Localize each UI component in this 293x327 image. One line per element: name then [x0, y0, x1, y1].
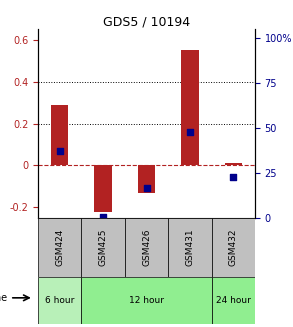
Bar	[94, 165, 112, 212]
Text: GSM432: GSM432	[229, 229, 238, 266]
Point	[144, 185, 149, 191]
Bar	[212, 218, 255, 277]
Point	[188, 129, 192, 134]
Bar	[125, 218, 168, 277]
Bar	[38, 277, 81, 324]
Bar	[138, 165, 155, 193]
Text: GSM424: GSM424	[55, 229, 64, 266]
Text: 12 hour: 12 hour	[129, 296, 164, 305]
Bar	[51, 105, 69, 165]
Point	[101, 214, 105, 219]
Text: 24 hour: 24 hour	[216, 296, 251, 305]
Title: GDS5 / 10194: GDS5 / 10194	[103, 15, 190, 28]
Text: GSM426: GSM426	[142, 229, 151, 266]
Point	[231, 174, 236, 179]
Bar	[181, 50, 199, 165]
Bar	[81, 277, 212, 324]
Point	[57, 148, 62, 153]
Bar	[224, 164, 242, 165]
Bar	[81, 218, 125, 277]
Text: 6 hour: 6 hour	[45, 296, 74, 305]
Bar	[168, 218, 212, 277]
Text: time: time	[0, 293, 8, 303]
Bar	[212, 277, 255, 324]
Text: GSM431: GSM431	[185, 228, 194, 266]
Bar	[38, 218, 81, 277]
Text: GSM425: GSM425	[99, 229, 108, 266]
